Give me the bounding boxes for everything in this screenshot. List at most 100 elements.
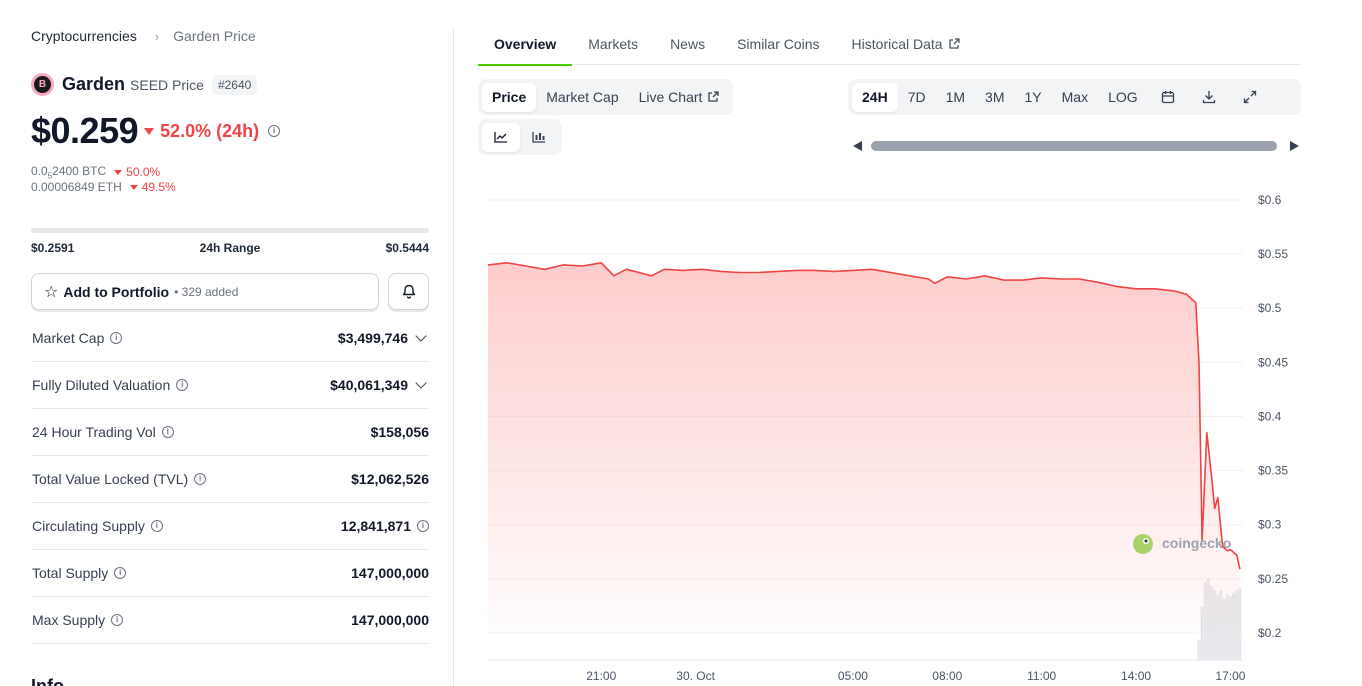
eth-price-value: 0.00006849 ETH: [31, 180, 122, 194]
caret-down-icon: [144, 127, 155, 135]
info-icon[interactable]: i: [417, 520, 429, 532]
y-tick-label: $0.5: [1258, 301, 1282, 315]
caret-down-icon: [114, 169, 123, 175]
stat-value: $12,062,526: [351, 471, 429, 487]
download-icon[interactable]: [1189, 83, 1230, 112]
volume-bar: [1197, 639, 1201, 660]
x-tick-label: 17:00: [1215, 669, 1245, 683]
info-icon[interactable]: i: [176, 379, 189, 391]
timeframe-3m[interactable]: 3M: [985, 89, 1005, 105]
tab-news[interactable]: News: [670, 36, 706, 52]
portfolio-added-count: • 329 added: [174, 284, 239, 299]
stat-label: Total Value Locked (TVL) i: [32, 471, 207, 487]
price-area: [488, 262, 1240, 633]
timeframe-1y[interactable]: 1Y: [1024, 89, 1042, 105]
chart-mode-live-chart[interactable]: Live Chart: [629, 83, 730, 112]
coingecko-watermark-text: coingecko: [1162, 535, 1231, 551]
timeframe-max[interactable]: Max: [1061, 89, 1089, 105]
coin-header: B Garden SEED Price #2640: [31, 73, 258, 96]
stat-row: Total Supply i 147,000,000: [31, 550, 429, 597]
coingecko-watermark: [1133, 534, 1153, 554]
btc-price-value: 0.052400 BTC: [31, 164, 107, 181]
tab-historical-data[interactable]: Historical Data: [836, 28, 976, 65]
chart-mode-price[interactable]: Price: [482, 82, 537, 112]
timeframe-7d[interactable]: 7D: [907, 89, 926, 105]
x-tick-label: 21:00: [586, 669, 616, 683]
stat-value: 147,000,000: [351, 565, 429, 581]
add-to-portfolio-button[interactable]: ☆ Add to Portfolio • 329 added: [31, 273, 379, 310]
scroll-right-arrow-icon[interactable]: [1290, 141, 1299, 151]
eth-price: 0.00006849 ETH 49.5%: [31, 180, 176, 194]
chart-navigator-scrollbar[interactable]: [853, 139, 1299, 153]
chevron-down-icon[interactable]: [415, 376, 427, 389]
timeframe-log[interactable]: LOG: [1108, 89, 1138, 105]
volume-bar: [1200, 606, 1204, 660]
stat-value: 147,000,000: [351, 612, 429, 628]
scroll-left-arrow-icon[interactable]: [853, 141, 862, 151]
y-tick-label: $0.3: [1258, 518, 1282, 532]
price-chart[interactable]: $0.6 $0.55 $0.5 $0.45 $0.4 $0.35 $0.3 $0.25 $0.2…: [478, 180, 1308, 686]
stat-value: $158,056: [370, 424, 429, 440]
timeframe-1m[interactable]: 1M: [945, 89, 966, 105]
candlestick-icon[interactable]: [520, 123, 558, 152]
stat-row: Circulating Supply i 12,841,871 i: [31, 503, 429, 550]
info-icon[interactable]: i: [111, 614, 124, 626]
breadcrumb-current: Garden Price: [173, 28, 256, 44]
coin-symbol: SEED Price: [130, 76, 204, 93]
stats-list: Market Cap i $3,499,746 Fully Diluted Valua…: [31, 315, 429, 644]
tab-markets[interactable]: Markets: [588, 36, 639, 52]
chart-mode-toggle: Price Market Cap Live Chart: [478, 79, 734, 115]
stat-value: $40,061,349: [330, 376, 429, 393]
scrollbar-thumb[interactable]: [871, 141, 1277, 151]
info-heading: Info: [31, 676, 64, 686]
coin-logo-letter: B: [34, 76, 51, 93]
x-tick-label: 11:00: [1027, 669, 1056, 683]
line-chart-icon[interactable]: [482, 122, 520, 152]
calendar-icon[interactable]: [1148, 83, 1189, 112]
price-row: $0.259 52.0% (24h) i: [31, 110, 281, 152]
caret-down-icon: [129, 184, 138, 190]
stat-row[interactable]: Fully Diluted Valuation i $40,061,349: [31, 362, 429, 409]
chevron-down-icon[interactable]: [415, 329, 427, 342]
stat-label: 24 Hour Trading Vol i: [32, 424, 174, 440]
info-icon[interactable]: i: [161, 426, 174, 438]
chart-mode-market-cap[interactable]: Market Cap: [546, 89, 619, 105]
coin-tabs: Overview Markets News Similar Coins Historic…: [478, 28, 1301, 66]
price-change-text: 52.0% (24h): [160, 120, 260, 141]
external-link-icon: [948, 38, 960, 49]
stat-row: Max Supply i 147,000,000: [31, 597, 429, 644]
coin-summary-panel: Cryptocurrencies › Garden Price B Garden…: [31, 0, 429, 686]
breadcrumb: Cryptocurrencies › Garden Price: [31, 28, 256, 44]
add-to-portfolio-label: Add to Portfolio: [63, 283, 170, 300]
stat-value: $3,499,746: [338, 329, 429, 346]
price-chart-svg: $0.6 $0.55 $0.5 $0.45 $0.4 $0.35 $0.3 $0.25 $0.2…: [487, 193, 1288, 683]
stat-row[interactable]: Market Cap i $3,499,746: [31, 315, 429, 362]
bell-icon: [402, 284, 415, 299]
info-icon[interactable]: i: [114, 567, 127, 579]
range-label: 24h Range: [199, 241, 261, 255]
price-line[interactable]: [487, 262, 1241, 570]
info-icon[interactable]: i: [110, 332, 123, 344]
x-tick-label: 14:00: [1121, 669, 1151, 683]
eth-change: 49.5%: [129, 180, 176, 194]
timeframe-24h[interactable]: 24H: [852, 82, 898, 112]
fullscreen-icon[interactable]: [1230, 83, 1271, 112]
x-tick-label: 05:00: [838, 669, 868, 683]
tab-overview[interactable]: Overview: [478, 28, 573, 66]
price-alert-button[interactable]: [388, 273, 429, 310]
tab-similar-coins[interactable]: Similar Coins: [737, 36, 820, 52]
info-icon[interactable]: i: [268, 125, 281, 137]
timeframe-toggle: 24H 7D 1M 3M 1Y Max LOG: [848, 79, 1301, 115]
range-bar: [31, 228, 429, 233]
star-icon: ☆: [44, 283, 59, 301]
chart-style-toggle: [478, 119, 562, 155]
column-divider: [453, 28, 454, 686]
coin-name: Garden: [62, 74, 126, 94]
info-icon[interactable]: i: [194, 473, 207, 485]
breadcrumb-separator: ›: [154, 28, 160, 44]
current-price: $0.259: [31, 110, 139, 151]
coin-logo-icon: B: [31, 73, 54, 96]
breadcrumb-cryptocurrencies-link[interactable]: Cryptocurrencies: [31, 28, 137, 44]
info-icon[interactable]: i: [150, 520, 163, 532]
x-tick-label: 30. Oct: [676, 669, 715, 683]
